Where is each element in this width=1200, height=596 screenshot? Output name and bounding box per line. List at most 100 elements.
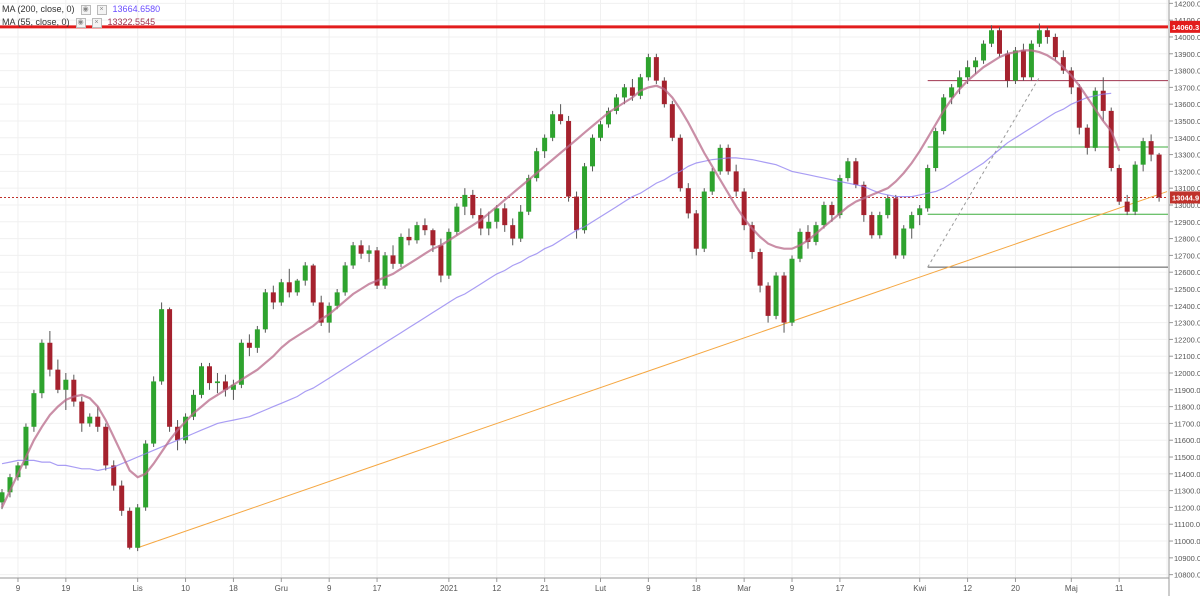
- candle: [286, 268, 292, 298]
- candle-body: [135, 507, 141, 548]
- candle-body: [262, 292, 268, 330]
- candle-body: [151, 381, 157, 444]
- candle: [191, 389, 197, 421]
- candle-body: [31, 393, 37, 427]
- candle: [853, 157, 859, 189]
- candle-body: [294, 280, 300, 293]
- y-tick-label: 13300.0: [1174, 151, 1200, 160]
- candle: [845, 157, 851, 182]
- candle-body: [1148, 141, 1154, 155]
- candle: [470, 189, 476, 219]
- y-tick-label: 11200.0: [1174, 503, 1200, 512]
- candle-body: [669, 104, 675, 138]
- candle: [183, 413, 189, 444]
- candle-body: [238, 342, 244, 385]
- candle: [294, 278, 300, 296]
- legend-ma200[interactable]: MA (200, close, 0) ◉ × 13664.6580: [2, 3, 160, 16]
- candle-body: [534, 151, 540, 179]
- candle-body: [582, 166, 588, 231]
- candle-body: [1116, 168, 1122, 202]
- candle: [318, 295, 324, 326]
- x-tick-label: 9: [16, 584, 21, 593]
- candle-body: [749, 225, 755, 253]
- candle-body: [685, 188, 691, 214]
- candle: [510, 218, 516, 246]
- candle-body: [693, 213, 699, 249]
- y-tick-label: 13700.0: [1174, 83, 1200, 92]
- y-tick-label: 11300.0: [1174, 487, 1200, 496]
- candle: [1140, 137, 1146, 172]
- candle: [454, 203, 460, 236]
- candle-body: [909, 215, 915, 229]
- candle-body: [925, 168, 931, 209]
- candle-body: [717, 147, 723, 172]
- candle: [1116, 164, 1122, 205]
- close-icon[interactable]: ×: [91, 17, 102, 28]
- candle-body: [917, 208, 923, 216]
- candle-body: [981, 43, 987, 61]
- trendline: [137, 191, 1168, 549]
- candle: [135, 504, 141, 552]
- candle: [262, 289, 268, 333]
- candle: [127, 507, 133, 550]
- x-tick-label: 9: [327, 584, 332, 593]
- candle: [733, 164, 739, 197]
- legend-ma55[interactable]: MA (55, close, 0) ◉ × 13322.5545: [2, 16, 160, 29]
- candle-body: [574, 196, 580, 231]
- candle: [350, 241, 356, 269]
- y-tick-label: 13500.0: [1174, 117, 1200, 126]
- eye-icon[interactable]: ◉: [80, 4, 91, 15]
- candle: [933, 127, 939, 172]
- candle: [765, 282, 771, 323]
- eye-icon[interactable]: ◉: [75, 17, 86, 28]
- candle-body: [949, 87, 955, 98]
- x-tick-label: 21: [540, 584, 549, 593]
- candle: [590, 134, 596, 172]
- candles: [0, 23, 1162, 552]
- candle-body: [637, 77, 643, 96]
- candle-body: [1132, 164, 1138, 212]
- candle: [270, 285, 276, 310]
- candle-body: [462, 194, 468, 207]
- price-label-text: 14060.3: [1172, 23, 1199, 32]
- x-tick-label: 18: [229, 584, 238, 593]
- candle: [989, 25, 995, 48]
- legend-ma200-value: 13664.6580: [112, 4, 161, 14]
- candle: [95, 406, 101, 432]
- candle-body: [422, 225, 428, 231]
- candle-body: [430, 230, 436, 246]
- candle-body: [183, 416, 189, 441]
- candle: [677, 134, 683, 192]
- candle-body: [590, 137, 596, 167]
- candle: [446, 228, 452, 279]
- candle: [1060, 50, 1066, 74]
- candle-body: [1076, 87, 1082, 128]
- candle-body: [989, 30, 995, 44]
- candle-body: [1060, 57, 1066, 71]
- candle-body: [893, 198, 899, 256]
- candle-body: [757, 252, 763, 286]
- candle: [502, 203, 508, 232]
- candle: [422, 218, 428, 236]
- candle: [1084, 124, 1090, 155]
- candle: [773, 272, 779, 320]
- y-tick-label: 12600.0: [1174, 268, 1200, 277]
- candle-body: [629, 87, 635, 96]
- candle-body: [191, 394, 197, 417]
- close-icon[interactable]: ×: [96, 4, 107, 15]
- candle: [781, 272, 787, 333]
- candle: [206, 362, 212, 390]
- y-tick-label: 12400.0: [1174, 302, 1200, 311]
- candle: [605, 107, 611, 128]
- candle: [478, 208, 484, 236]
- candle: [23, 423, 29, 469]
- candle: [1124, 194, 1130, 216]
- candle-body: [853, 161, 859, 185]
- candle-body: [302, 265, 308, 281]
- candle-body: [87, 416, 93, 424]
- y-tick-label: 11100.0: [1174, 520, 1200, 529]
- candle-body: [805, 231, 811, 242]
- candle-body: [23, 426, 29, 466]
- candle: [869, 211, 875, 239]
